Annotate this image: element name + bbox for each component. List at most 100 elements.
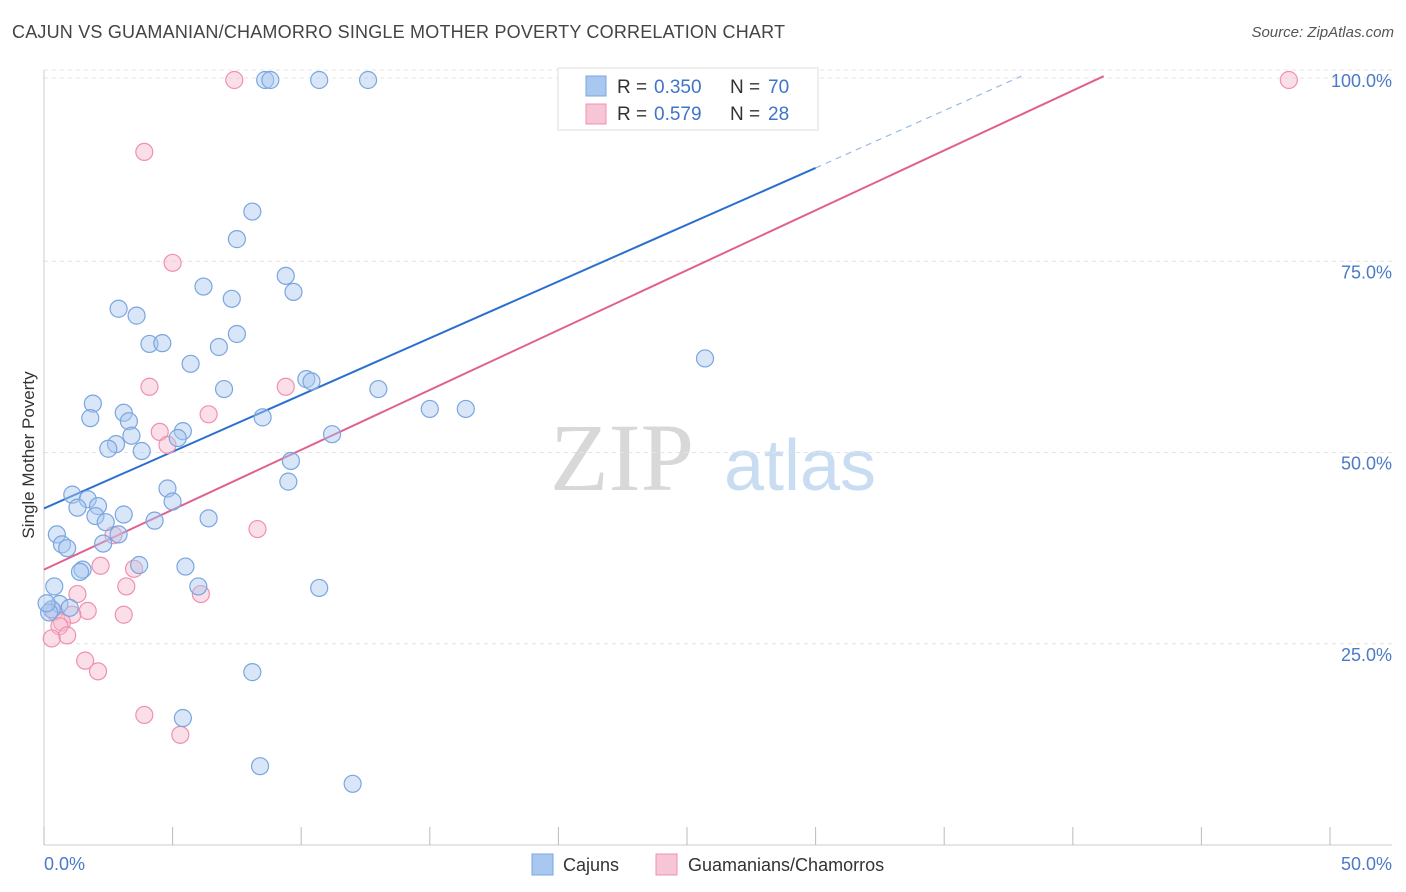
cajun-point-5 <box>227 230 246 249</box>
bottom-legend-swatch-guamanians <box>655 853 678 876</box>
cajun-point-54 <box>73 560 92 579</box>
cajun-point-59 <box>189 577 208 596</box>
cajun-point-9 <box>222 289 241 308</box>
cajun-point-11 <box>127 306 146 325</box>
cajun-point-62 <box>60 598 79 617</box>
cajun-point-6 <box>276 266 295 285</box>
gridlines <box>44 69 1392 645</box>
legend: R = 0.350 N = 70 R = 0.579 N = 28 <box>557 67 819 131</box>
cajun-point-52 <box>58 539 77 558</box>
cajun-point-46 <box>199 509 218 528</box>
legend-n-value-2: 28 <box>768 104 789 125</box>
cajun-point-31 <box>122 426 141 445</box>
data-points <box>37 70 1298 793</box>
chart-title: CAJUN VS GUAMANIAN/CHAMORRO SINGLE MOTHE… <box>12 22 786 42</box>
cajun-point-26 <box>81 409 100 428</box>
cajun-point-67 <box>250 757 270 776</box>
cajun-point-55 <box>130 555 149 575</box>
cajun-point-7 <box>194 277 213 296</box>
cajun-point-12 <box>227 324 246 344</box>
legend-r-value-1: 0.350 <box>654 77 702 98</box>
guamanian-point-2 <box>135 142 154 162</box>
guamanian-point-8 <box>158 435 177 455</box>
cajun-point-2 <box>310 70 329 90</box>
bottom-legend: Cajuns Guamanians/Chamorros <box>531 853 884 876</box>
cajun-point-28 <box>119 412 138 431</box>
cajun-point-17 <box>181 354 200 373</box>
cajun-point-34 <box>99 439 118 458</box>
axes <box>43 70 1392 846</box>
legend-n-value-1: 70 <box>768 77 789 98</box>
cajun-point-58 <box>45 577 64 596</box>
cajun-point-56 <box>176 557 195 576</box>
x-tick-label-max: 50.0% <box>1341 854 1392 874</box>
cajun-point-8 <box>284 282 303 302</box>
y-axis-title: Single Mother Poverty <box>19 371 38 539</box>
cajun-point-45 <box>114 505 133 524</box>
cajun-point-53 <box>94 534 113 553</box>
cajun-point-1 <box>261 70 280 90</box>
cajun-point-24 <box>456 399 475 419</box>
legend-r-label-1: R = <box>617 77 647 98</box>
watermark-atlas: atlas <box>724 426 876 506</box>
cajun-point-37 <box>279 472 298 491</box>
guamanian-point-15 <box>68 584 87 604</box>
cajun-point-35 <box>132 441 151 461</box>
y-tick-label-75: 75.0% <box>1341 262 1392 282</box>
legend-r-label-2: R = <box>617 104 647 125</box>
guamanian-point-13 <box>117 577 136 596</box>
cajun-point-48 <box>96 513 115 532</box>
guamanian-point-26 <box>135 705 154 725</box>
guamanian-point-17 <box>114 605 133 624</box>
cajun-point-66 <box>173 708 192 728</box>
cajun-point-44 <box>86 506 105 526</box>
cajun-point-49 <box>47 525 66 544</box>
guamanian-point-1 <box>1279 70 1298 90</box>
guamanian-point-4 <box>140 377 159 396</box>
cajun-point-22 <box>83 394 102 413</box>
watermark-zip: ZIP <box>550 404 694 511</box>
guamanian-point-3 <box>163 253 182 272</box>
legend-n-label-1: N = <box>730 77 760 98</box>
cajun-point-57 <box>70 562 90 581</box>
guamanian-point-11 <box>91 556 110 575</box>
cajun-point-3 <box>358 70 378 90</box>
legend-swatch-guamanians <box>585 103 607 125</box>
cajun-point-43 <box>68 498 87 517</box>
trend-line-guamanians <box>43 75 1105 571</box>
guamanian-point-9 <box>248 519 267 539</box>
guamanian-point-0 <box>225 70 244 90</box>
cajun-point-0 <box>256 70 275 90</box>
cajun-point-60 <box>310 578 329 598</box>
guamanian-point-27 <box>171 725 190 744</box>
cajun-point-36 <box>281 451 301 471</box>
cajun-point-10 <box>109 299 128 318</box>
legend-n-label-2: N = <box>730 104 760 125</box>
y-tick-label-50: 50.0% <box>1341 454 1392 474</box>
guamanian-point-16 <box>78 601 97 621</box>
bottom-legend-label-cajuns: Cajuns <box>563 855 619 875</box>
cajun-point-20 <box>214 379 234 399</box>
legend-r-value-2: 0.579 <box>654 104 702 125</box>
trend-line-cajuns-extension <box>815 75 1022 169</box>
guamanian-point-6 <box>199 405 218 424</box>
legend-swatch-cajuns <box>585 75 607 97</box>
bottom-legend-label-guamanians: Guamanians/Chamorros <box>688 855 884 875</box>
x-tick-label-min: 0.0% <box>44 854 85 874</box>
cajun-point-32 <box>168 428 187 448</box>
cajun-point-65 <box>243 663 262 682</box>
cajun-point-14 <box>153 334 172 353</box>
cajun-point-19 <box>302 372 321 391</box>
cajun-point-68 <box>343 774 362 793</box>
cajun-point-30 <box>322 425 342 444</box>
guamanian-point-22 <box>58 626 77 645</box>
cajun-point-21 <box>369 379 388 399</box>
guamanian-point-24 <box>76 651 95 670</box>
cajun-point-15 <box>209 337 228 357</box>
guamanian-point-25 <box>88 662 108 681</box>
guamanian-point-5 <box>276 377 295 396</box>
y-tick-labels: 25.0% 50.0% 75.0% 100.0% <box>1331 71 1392 665</box>
guamanian-point-23 <box>42 629 61 648</box>
y-tick-label-25: 25.0% <box>1341 645 1392 665</box>
cajun-point-69 <box>37 594 56 613</box>
